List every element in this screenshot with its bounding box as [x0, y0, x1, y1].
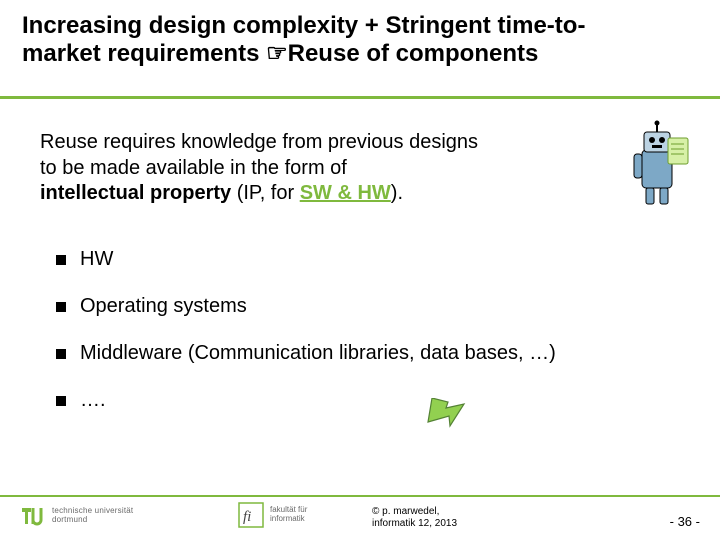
fi-mark-icon: fi — [238, 502, 264, 528]
list-item: Operating systems — [56, 295, 676, 318]
bullet-text: Middleware (Communication libraries, dat… — [80, 342, 556, 365]
ip-bold: intellectual property — [40, 182, 231, 204]
page-number: - 36 - — [670, 514, 700, 529]
page-suffix: - — [692, 514, 700, 529]
robot-clipart — [622, 118, 692, 208]
annotation-arrow-icon — [426, 398, 470, 428]
footer-underline — [0, 495, 720, 497]
bullet-text: …. — [80, 389, 106, 412]
svg-text:fi: fi — [243, 509, 251, 525]
body-line2: to be made available in the form of — [40, 157, 347, 179]
slide-title: Increasing design complexity + Stringent… — [22, 12, 698, 69]
ip-paren-open: (IP, for — [231, 182, 300, 204]
pointer-icon: ☞ — [266, 40, 288, 67]
fi-logo: fi fakultät für informatik — [238, 502, 307, 528]
bullet-marker-icon — [56, 396, 66, 406]
bullet-list: HW Operating systems Middleware (Communi… — [56, 248, 676, 436]
copyright: © p. marwedel, informatik 12, 2013 — [372, 506, 457, 529]
page-prefix: - — [670, 514, 678, 529]
fi-text-line2: informatik — [270, 515, 307, 524]
copyright-line1: © p. marwedel, — [372, 506, 457, 518]
page-num: 36 — [678, 514, 692, 529]
bullet-text: HW — [80, 248, 113, 271]
tu-dortmund-logo: technische universität dortmund — [20, 504, 133, 528]
title-underline — [0, 96, 720, 99]
bullet-marker-icon — [56, 255, 66, 265]
title-line2-prefix: market requirements — [22, 40, 266, 67]
list-item: Middleware (Communication libraries, dat… — [56, 342, 676, 365]
list-item: HW — [56, 248, 676, 271]
copyright-line2: informatik 12, 2013 — [372, 518, 457, 530]
body-paragraph: Reuse requires knowledge from previous d… — [40, 130, 580, 207]
tu-mark-icon — [20, 504, 44, 528]
bullet-marker-icon — [56, 349, 66, 359]
sw-hw: SW & HW — [300, 182, 391, 204]
bullet-text: Operating systems — [80, 295, 247, 318]
tu-text-line2: dortmund — [52, 516, 133, 525]
list-item: …. — [56, 389, 676, 412]
title-area: Increasing design complexity + Stringent… — [22, 12, 698, 69]
title-line2-suffix: Reuse of components — [288, 40, 539, 67]
title-line1: Increasing design complexity + Stringent… — [22, 12, 585, 39]
ip-paren-close: ). — [391, 182, 403, 204]
body-line1: Reuse requires knowledge from previous d… — [40, 131, 478, 153]
bullet-marker-icon — [56, 302, 66, 312]
